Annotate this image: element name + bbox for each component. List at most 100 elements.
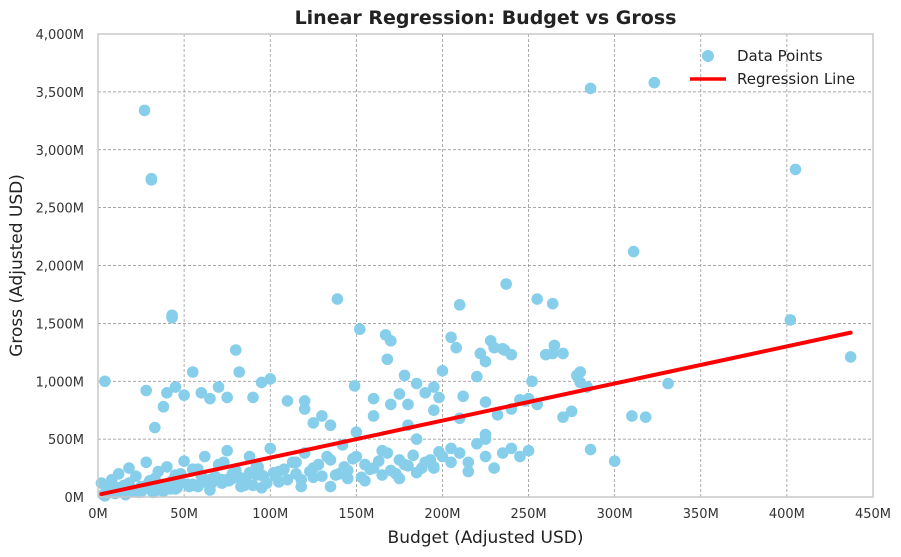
x-tick-label: 100M (252, 507, 288, 522)
data-point (138, 104, 151, 117)
data-point (264, 442, 277, 455)
data-point (784, 314, 797, 326)
y-tick-label: 500M (48, 433, 84, 448)
data-point (398, 369, 411, 382)
data-point (372, 455, 385, 467)
legend-label-regression-line: Regression Line (737, 70, 855, 88)
y-tick-label: 2,500M (36, 202, 84, 217)
data-point (376, 469, 388, 481)
data-point (491, 409, 504, 421)
data-point (223, 474, 235, 487)
y-tick-label: 3,500M (36, 86, 84, 101)
data-point (331, 293, 344, 305)
data-point (204, 392, 216, 405)
data-point (505, 442, 518, 455)
data-point (479, 355, 492, 368)
data-point (329, 469, 342, 481)
regression-line (99, 330, 853, 497)
data-point (178, 455, 190, 467)
data-point (639, 411, 652, 423)
data-point (627, 245, 640, 258)
data-point (161, 480, 173, 493)
data-point (348, 380, 361, 392)
data-point (338, 461, 351, 473)
y-axis-title: Gross (Adjusted USD) (7, 174, 27, 357)
data-point (479, 396, 492, 408)
data-point (212, 381, 225, 393)
data-point (171, 481, 184, 494)
data-point (410, 433, 423, 445)
data-point (557, 347, 569, 360)
data-point (161, 461, 173, 473)
data-point (316, 410, 328, 422)
data-point (462, 465, 475, 478)
data-point (341, 472, 354, 485)
data-point (626, 410, 638, 422)
data-point (198, 450, 211, 463)
data-point (648, 76, 661, 89)
data-point (157, 400, 170, 413)
data-point (307, 417, 320, 429)
legend-marker-data-points (702, 50, 714, 62)
data-point (161, 387, 173, 399)
data-point (381, 353, 394, 366)
x-tick-label: 400M (769, 507, 805, 522)
x-tick-label: 350M (683, 507, 719, 522)
data-point (390, 468, 402, 480)
x-tick-label: 0M (88, 507, 108, 522)
y-tick-label: 3,000M (36, 144, 84, 159)
x-tick-label: 450M (855, 507, 891, 522)
data-point (295, 473, 308, 486)
data-point (140, 384, 153, 397)
data-point (286, 456, 299, 469)
data-point (298, 403, 311, 415)
x-tick-label: 200M (424, 507, 460, 522)
data-point (479, 450, 492, 463)
data-point (546, 297, 559, 310)
x-tick-label: 150M (338, 507, 374, 522)
y-axis-ticks: 0M 500M 1,000M 1,500M 2,000M 2,500M 3,000M 3,50… (36, 28, 84, 506)
data-point (233, 366, 246, 378)
x-tick-label: 300M (597, 507, 633, 522)
data-point (428, 381, 440, 393)
data-point (178, 389, 190, 401)
data-point (247, 391, 259, 404)
data-point (496, 447, 509, 459)
y-tick-label: 1,500M (36, 317, 84, 332)
data-point (221, 444, 233, 457)
data-point (324, 419, 337, 432)
data-point (450, 341, 463, 354)
data-point (428, 404, 440, 416)
data-point (436, 365, 449, 377)
data-point (526, 375, 538, 388)
data-point (186, 366, 199, 378)
data-point (324, 480, 337, 493)
data-point (145, 174, 158, 186)
data-point (844, 351, 857, 363)
data-point (565, 405, 578, 418)
data-point (789, 163, 802, 176)
data-point (257, 470, 270, 482)
data-point (488, 341, 500, 354)
data-point (471, 370, 483, 383)
data-point (140, 456, 153, 469)
data-point (433, 446, 445, 458)
data-point (402, 398, 414, 411)
legend-label-data-points: Data Points (737, 47, 823, 65)
chart-title: Linear Regression: Budget vs Gross (295, 7, 677, 29)
data-point (393, 388, 406, 400)
data-point (433, 391, 445, 404)
data-point (462, 456, 475, 469)
data-point (229, 344, 242, 356)
data-point (574, 366, 587, 378)
data-point (419, 387, 432, 399)
data-point (347, 453, 359, 465)
data-point (453, 447, 466, 459)
data-point (205, 477, 218, 489)
x-tick-label: 250M (511, 507, 547, 522)
data-point (522, 444, 535, 457)
data-point (243, 450, 256, 463)
data-point (278, 463, 290, 476)
data-point (169, 381, 182, 393)
data-point (398, 458, 411, 471)
